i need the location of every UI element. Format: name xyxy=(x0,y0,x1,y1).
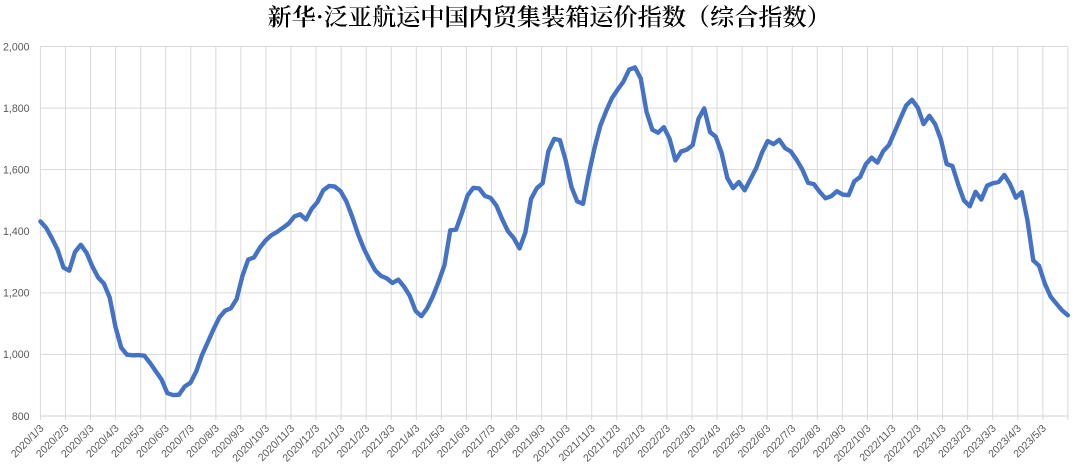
y-axis-labels: 800 1,000 1,200 1,400 1,600 1,800 2,000 xyxy=(3,41,30,423)
y-axis-tick-label: 1,000 xyxy=(3,349,30,361)
y-axis-tick-label: 1,600 xyxy=(3,164,30,176)
series-line-composite-index xyxy=(38,65,1071,398)
y-axis-tick-label: 2,000 xyxy=(3,41,30,53)
y-axis-tick-label: 800 xyxy=(12,411,30,423)
gridlines xyxy=(39,46,1069,417)
chart-title-glyphs xyxy=(268,5,815,28)
axes xyxy=(39,415,1069,421)
y-axis-tick-label: 1,800 xyxy=(3,103,30,115)
y-axis-tick-label: 1,200 xyxy=(3,288,30,300)
y-axis-tick-label: 1,400 xyxy=(3,226,30,238)
x-axis-labels: 2020/1/32020/2/32020/3/32020/4/32020/5/3… xyxy=(9,423,1049,465)
